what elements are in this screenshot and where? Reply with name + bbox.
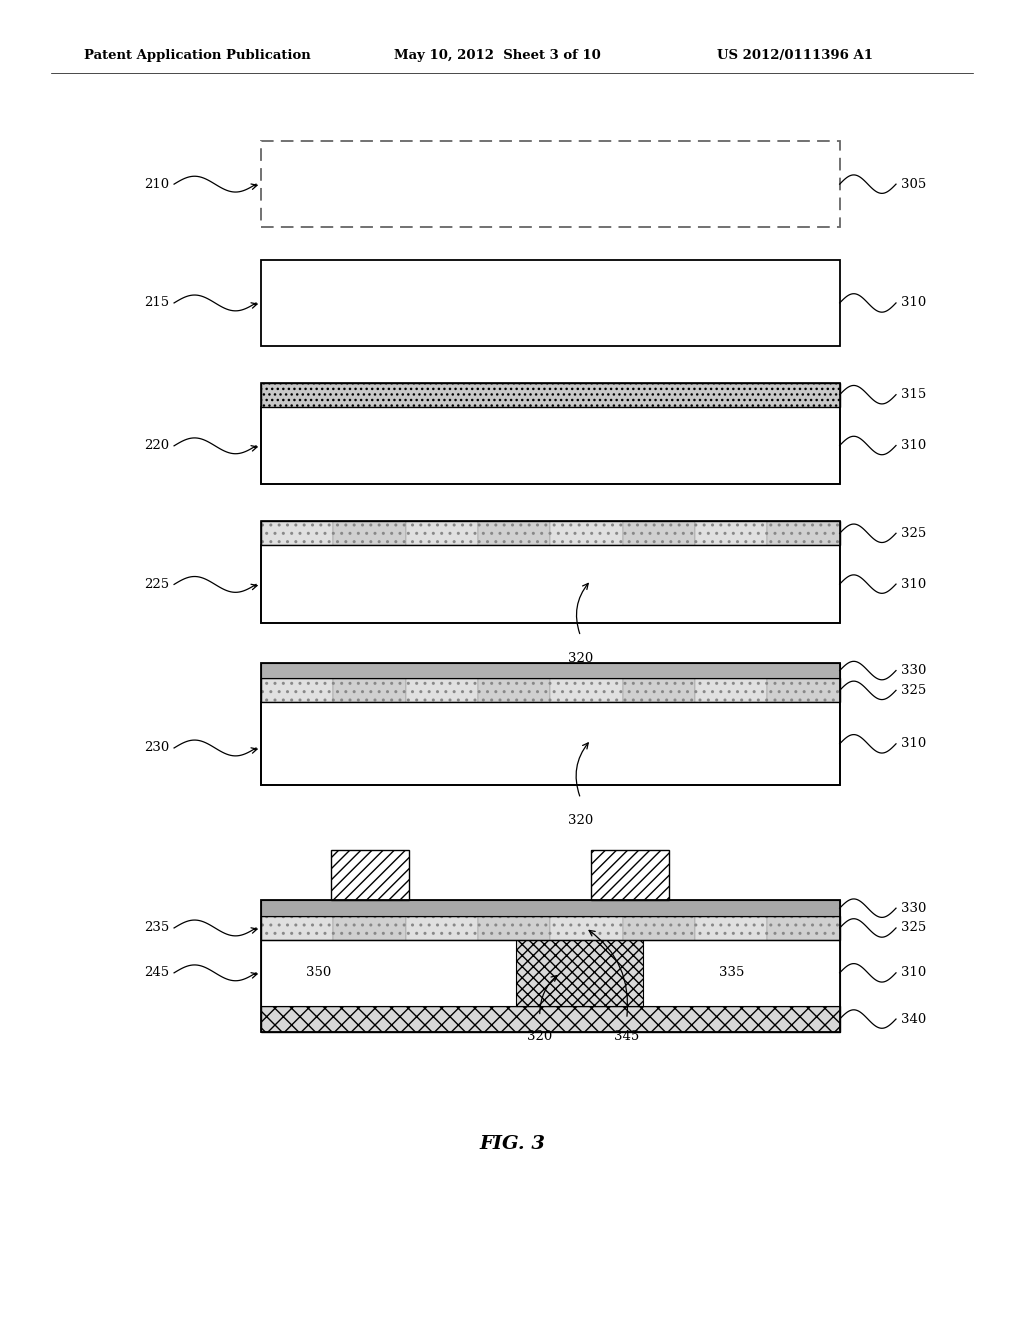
Bar [478,521,551,545]
Bar [261,916,840,940]
Bar [623,678,695,702]
Text: 215: 215 [143,297,169,309]
Bar [261,916,334,940]
Text: 220: 220 [143,440,169,453]
Text: 310: 310 [901,738,927,750]
Bar [261,141,840,227]
Text: 320: 320 [527,1030,552,1043]
Bar [406,916,478,940]
Bar [261,678,840,702]
Bar [261,678,334,702]
Text: 225: 225 [143,578,169,591]
Bar [478,916,551,940]
Text: May 10, 2012  Sheet 3 of 10: May 10, 2012 Sheet 3 of 10 [394,49,601,62]
Bar [261,545,840,623]
Bar [261,900,840,916]
Text: 325: 325 [901,684,927,697]
Text: 335: 335 [719,966,744,979]
Bar [334,916,406,940]
Bar [591,850,669,900]
Bar [261,940,840,1006]
Bar [406,678,478,702]
Text: 210: 210 [143,178,169,190]
Bar [767,916,840,940]
Bar [695,678,767,702]
Text: 330: 330 [901,664,927,677]
Bar [767,521,840,545]
Bar [334,521,406,545]
Text: 305: 305 [901,178,927,190]
Bar [695,521,767,545]
Bar [261,260,840,346]
Text: 330: 330 [901,902,927,915]
Bar [261,663,840,678]
Bar [551,916,623,940]
Text: 350: 350 [306,966,332,979]
Bar [261,521,334,545]
Text: US 2012/0111396 A1: US 2012/0111396 A1 [717,49,872,62]
Bar [551,521,623,545]
Bar [767,678,840,702]
Bar [261,383,840,484]
Bar [261,1006,840,1032]
Bar [261,383,840,407]
Text: 315: 315 [901,388,927,401]
Bar [695,916,767,940]
Bar [478,678,551,702]
Bar [406,521,478,545]
Text: 310: 310 [901,440,927,451]
Bar [261,663,840,785]
Text: 245: 245 [143,966,169,979]
Text: 325: 325 [901,921,927,935]
Text: 325: 325 [901,527,927,540]
Text: 340: 340 [901,1012,927,1026]
Text: 320: 320 [568,652,593,665]
Bar [334,678,406,702]
Bar [261,521,840,545]
Bar [261,407,840,484]
Text: 310: 310 [901,578,927,590]
Bar [623,916,695,940]
Bar [623,521,695,545]
Text: 235: 235 [143,921,169,935]
Bar [331,850,409,900]
Text: FIG. 3: FIG. 3 [479,1135,545,1154]
Text: 345: 345 [614,1030,639,1043]
Text: Patent Application Publication: Patent Application Publication [84,49,310,62]
Bar [261,900,840,1032]
Bar [551,678,623,702]
Text: 320: 320 [568,814,593,828]
Bar [516,940,643,1006]
Text: 310: 310 [901,966,927,979]
Bar [261,702,840,785]
Bar [261,521,840,623]
Text: 230: 230 [143,742,169,755]
Text: 310: 310 [901,297,927,309]
